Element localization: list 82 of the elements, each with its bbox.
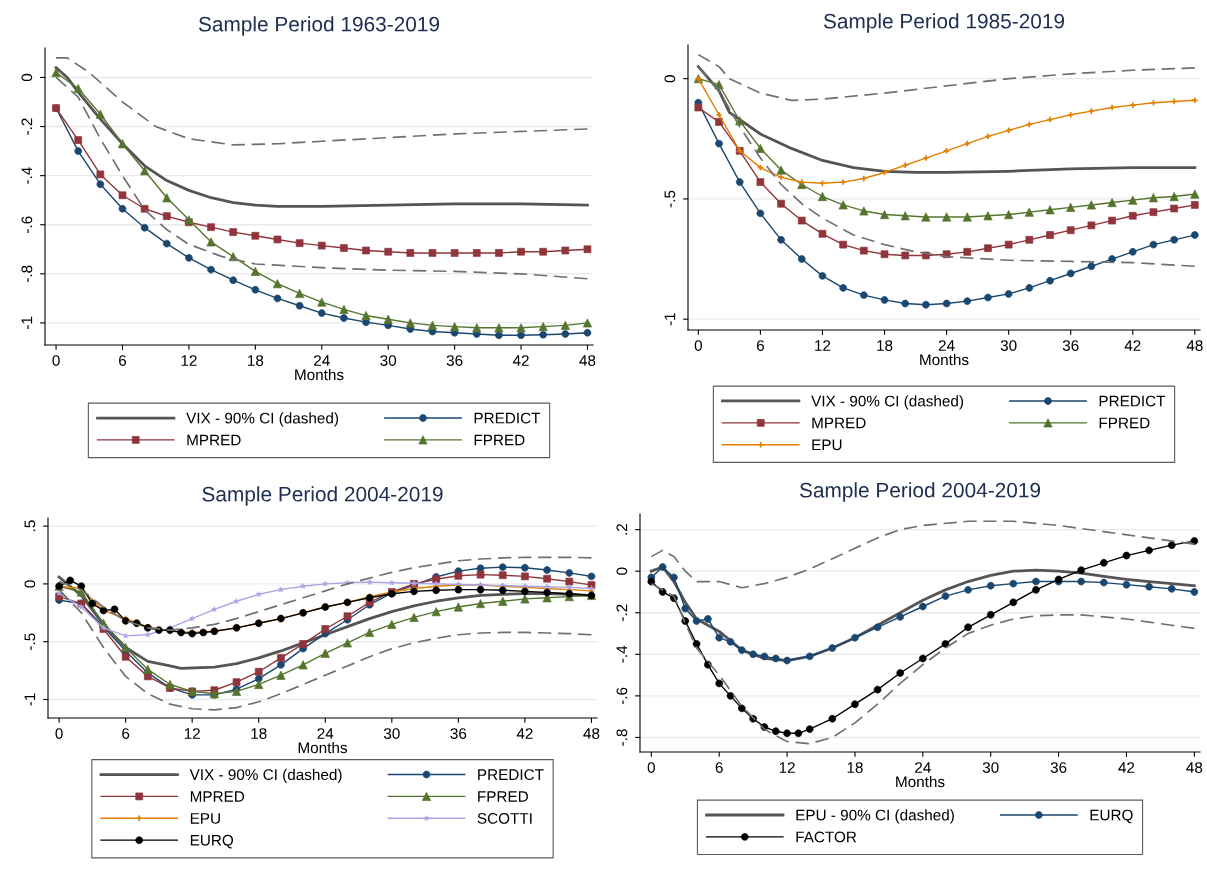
legend-label: FACTOR: [796, 831, 857, 843]
x-axis-title: Months: [295, 368, 344, 381]
x-tick-label: 18: [248, 355, 264, 366]
legend-label: SCOTTI: [477, 812, 532, 824]
legend-label: MPRED: [187, 434, 241, 446]
legend-label: EPU: [812, 439, 842, 451]
x-axis-title: Months: [920, 353, 969, 366]
y-tick-label: -.4: [616, 645, 628, 663]
legend-label: MPRED: [190, 791, 245, 802]
y-tick-label: -.2: [21, 118, 33, 135]
x-tick-label: 36: [1062, 340, 1079, 351]
y-tick-label: 0: [21, 73, 33, 82]
legend-label: FPRED: [478, 791, 528, 802]
y-tick-label: .2: [616, 523, 628, 535]
x-tick-label: 18: [877, 340, 893, 351]
x-tick-label: 18: [251, 728, 267, 739]
y-tick-label: -.4: [21, 167, 33, 184]
y-tick-label: -1: [664, 313, 676, 326]
x-tick-label: 30: [383, 728, 400, 739]
y-tick-label: 0: [24, 580, 36, 588]
x-tick-label: 42: [1118, 762, 1135, 773]
x-tick-label: 36: [450, 728, 467, 739]
y-tick-label: -.8: [21, 265, 33, 283]
legend-label: VIX - 90% CI (dashed): [186, 412, 339, 427]
chart-title: Sample Period 1963-2019: [198, 16, 440, 36]
legend-label: PREDICT: [474, 412, 541, 424]
x-tick-label: 24: [938, 340, 955, 351]
x-tick-label: 30: [982, 762, 999, 773]
x-tick-label: 24: [915, 762, 931, 773]
x-tick-label: 6: [119, 355, 127, 366]
legend-label: FPRED: [1099, 417, 1150, 429]
x-tick-label: 0: [55, 728, 63, 739]
x-tick-label: 48: [1186, 762, 1203, 773]
y-tick-label: .5: [24, 520, 36, 532]
legend-label: EURQ: [190, 834, 234, 849]
x-tick-label: 48: [579, 355, 596, 366]
x-tick-label: 18: [847, 762, 863, 773]
x-tick-label: 48: [583, 728, 600, 739]
legend-label: EPU - 90% CI (dashed): [796, 809, 954, 824]
x-tick-label: 24: [314, 355, 330, 366]
y-tick-label: -1: [21, 316, 33, 330]
x-tick-label: 12: [181, 355, 197, 366]
x-tick-label: 30: [1000, 340, 1017, 351]
legend-label: EURQ: [1090, 809, 1133, 824]
y-tick-label: -1: [24, 693, 36, 706]
x-tick-label: 12: [815, 340, 831, 351]
x-tick-label: 36: [446, 355, 463, 366]
x-tick-label: 12: [184, 728, 200, 739]
legend-label: PREDICT: [478, 769, 544, 781]
legend-label: FPRED: [474, 434, 525, 446]
x-tick-label: 48: [1186, 340, 1203, 351]
x-tick-label: 0: [52, 355, 60, 366]
legend-label: EPU: [190, 813, 220, 824]
x-tick-label: 6: [715, 762, 723, 773]
x-tick-label: 36: [1050, 762, 1067, 773]
x-tick-label: 6: [122, 728, 130, 739]
x-tick-label: 30: [380, 355, 397, 366]
y-tick-label: -.6: [21, 216, 33, 233]
y-tick-label: -.5: [664, 190, 676, 208]
x-axis-title: Months: [298, 741, 347, 754]
chart-title: Sample Period 2004-2019: [202, 486, 443, 506]
x-tick-label: 42: [516, 728, 533, 739]
x-tick-label: 42: [1124, 340, 1141, 351]
legend-label: VIX - 90% CI (dashed): [189, 768, 342, 784]
x-tick-label: 42: [512, 355, 529, 366]
x-tick-label: 12: [779, 762, 795, 773]
y-tick-label: 0: [616, 567, 628, 575]
legend-label: PREDICT: [1099, 395, 1166, 407]
y-tick-label: -.6: [616, 687, 628, 705]
y-tick-label: -.2: [616, 604, 628, 621]
y-tick-label: -.8: [616, 729, 628, 746]
x-tick-label: 6: [756, 340, 764, 351]
chart-title: Sample Period 1985-2019: [823, 13, 1065, 33]
legend-label: MPRED: [812, 417, 866, 429]
legend-label: VIX - 90% CI (dashed): [811, 395, 964, 410]
x-tick-label: 24: [317, 728, 334, 739]
y-tick-label: -.5: [24, 633, 36, 650]
y-tick-label: 0: [664, 75, 676, 83]
chart-title: Sample Period 2004-2019: [799, 482, 1041, 502]
x-tick-label: 0: [647, 762, 655, 773]
x-tick-label: 0: [694, 340, 702, 351]
x-axis-title: Months: [896, 775, 945, 788]
